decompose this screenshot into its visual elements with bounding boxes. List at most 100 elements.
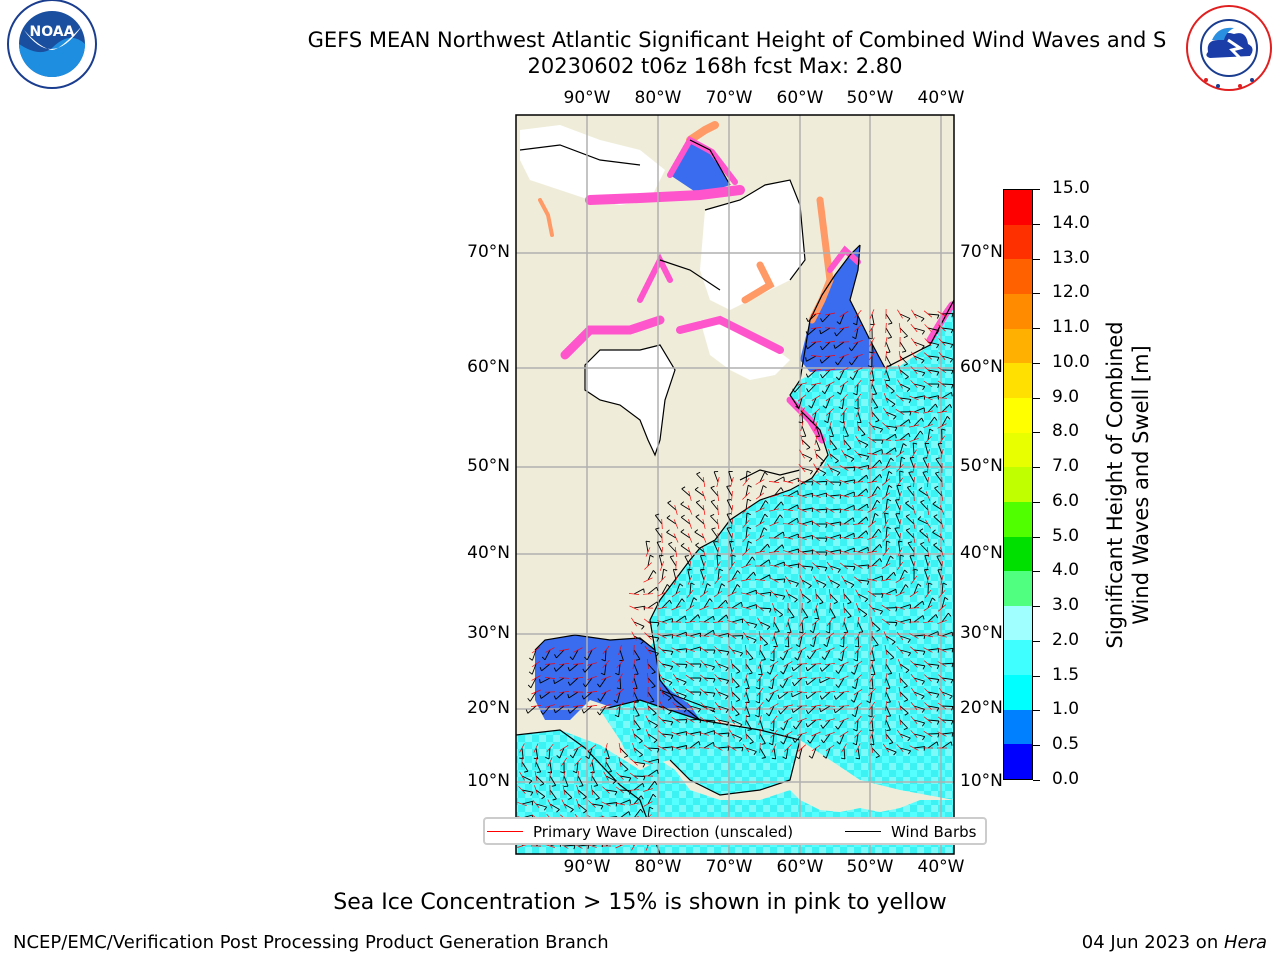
wind-barb	[717, 599, 727, 609]
wind-barb	[913, 327, 925, 332]
wind-barb-flag	[870, 323, 875, 326]
wind-barb	[807, 369, 817, 378]
wind-barb	[731, 746, 744, 749]
wind-barb-flag	[941, 428, 946, 431]
wave-direction-arrow	[853, 660, 863, 668]
wind-barb	[535, 761, 542, 773]
wave-direction-arrow	[772, 631, 776, 641]
wave-direction-arrow	[896, 464, 904, 472]
wave-direction-arrow	[769, 689, 779, 695]
wind-barb-flag	[791, 708, 794, 713]
wind-barb-flag	[879, 544, 883, 549]
wave-direction-arrow	[910, 660, 918, 668]
wave-direction-arrow	[813, 463, 819, 473]
wind-barb-flag	[907, 639, 911, 643]
wave-direction-arrow	[940, 519, 944, 529]
wind-barb	[899, 719, 908, 729]
wave-direction-arrow	[770, 645, 778, 655]
wind-barb-flag	[727, 732, 730, 738]
wind-barb	[619, 775, 631, 779]
wind-barb-flag	[755, 687, 760, 690]
wind-barb-flag	[906, 318, 911, 322]
wind-barb	[680, 503, 691, 511]
wave-direction-arrow	[643, 801, 653, 807]
wind-barb-flag	[684, 708, 687, 713]
wind-barb	[530, 677, 537, 689]
wind-barb	[871, 528, 879, 539]
noaa-logo-text: NOAA	[30, 24, 75, 40]
wind-barb-flag	[905, 584, 909, 588]
wind-barb-flag	[805, 344, 808, 350]
wind-barb	[820, 327, 831, 335]
wind-barb-flag	[768, 559, 771, 564]
wave-direction-arrow	[923, 395, 933, 401]
wind-barb-flag	[825, 631, 830, 634]
wind-barb-flag	[923, 457, 928, 459]
wind-barb-flag	[936, 357, 940, 362]
wind-barb	[791, 691, 803, 698]
wind-barb-flag	[936, 314, 940, 319]
wind-barb	[658, 555, 663, 567]
wave-direction-arrow	[688, 491, 692, 501]
lon-label: 80°W	[634, 88, 682, 108]
wind-barb-flag	[811, 550, 814, 555]
wave-direction-arrow	[714, 674, 722, 682]
wind-barb-flag	[552, 798, 557, 801]
wind-barb	[666, 532, 677, 539]
wind-barb	[811, 397, 817, 409]
wind-barb-flag	[753, 751, 757, 755]
wave-direction-arrow	[923, 352, 933, 360]
wave-direction-arrow	[589, 757, 595, 767]
wind-barb	[913, 355, 925, 361]
wind-barb-flag	[581, 709, 585, 714]
wave-direction-arrow	[730, 659, 734, 669]
wind-barb	[885, 471, 890, 483]
wind-barb-flag	[805, 667, 808, 672]
wind-barb	[780, 705, 789, 715]
wind-barb	[576, 761, 579, 773]
wave-direction-arrow	[590, 785, 594, 795]
wave-direction-arrow	[884, 673, 888, 683]
wind-barb	[759, 747, 766, 758]
wind-barb-flag	[527, 698, 531, 702]
wind-barb	[871, 397, 879, 408]
wave-direction-arrow	[783, 704, 793, 708]
wind-barb-flag	[933, 514, 938, 517]
wind-barb-flag	[922, 665, 926, 670]
wave-direction-arrow	[937, 647, 947, 653]
wind-barb-flag	[712, 630, 715, 635]
wave-direction-arrow	[673, 533, 679, 543]
wind-barb-flag	[749, 741, 754, 745]
wind-barb-flag	[865, 516, 869, 521]
wind-barb	[871, 607, 883, 612]
wind-barb-flag	[879, 474, 883, 479]
wave-direction-arrow	[716, 519, 720, 529]
wind-barb	[667, 502, 677, 511]
wind-barb-flag	[684, 555, 689, 557]
wind-barb-flag	[624, 769, 629, 772]
wave-direction-arrow	[883, 393, 889, 403]
wind-barb	[759, 543, 768, 553]
wave-direction-arrow	[534, 771, 538, 781]
wind-barb-flag	[904, 569, 908, 574]
wind-barb	[773, 514, 781, 525]
lon-label: 70°W	[705, 857, 753, 877]
wind-barb-flag	[755, 714, 760, 718]
wave-direction-arrow	[712, 621, 724, 623]
wind-barb	[647, 807, 650, 819]
wind-barb-flag	[584, 656, 588, 661]
colorbar-tick-mark	[1033, 606, 1040, 608]
colorbar-segment	[1004, 709, 1032, 745]
wind-barb-flag	[725, 667, 729, 672]
wave-direction-arrow	[898, 351, 902, 361]
wind-barb	[787, 490, 798, 497]
wind-barb-flag	[650, 700, 655, 703]
wind-barb	[871, 575, 883, 581]
wave-direction-arrow	[643, 744, 653, 752]
wave-direction-arrow	[853, 550, 863, 554]
wind-barb	[726, 486, 733, 497]
wind-barb	[885, 369, 891, 381]
wind-barb-flag	[655, 527, 660, 530]
wave-direction-arrow	[825, 549, 835, 555]
wave-direction-arrow	[544, 663, 556, 665]
